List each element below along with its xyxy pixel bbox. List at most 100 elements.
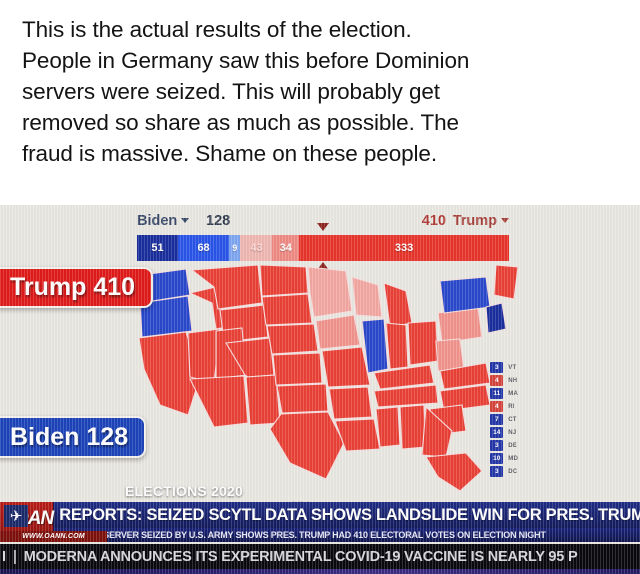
state-results-list: 3 VT 4 NH 11 MA 4 RI 7 CT 14 NJ 3 DE 10 MD 3 DC — [490, 362, 518, 477]
state-sd — [261, 293, 313, 326]
broadcast-screenshot: Biden 128 410 Trump 51 68 9 43 34 333 Trump 4… — [0, 205, 640, 574]
ticker-lead: I — [2, 548, 6, 565]
electoral-map — [0, 205, 640, 574]
state-electoral-votes: 7 — [490, 414, 504, 425]
electoral-bar-segment: 68 — [177, 235, 230, 261]
trump-dropdown[interactable]: Trump — [453, 213, 509, 229]
state-abbreviation: VT — [508, 364, 517, 371]
electoral-bar: 51 68 9 43 34 333 — [137, 235, 509, 261]
state-abbreviation: MD — [508, 455, 518, 462]
state-al — [399, 404, 427, 450]
state-oh — [407, 320, 439, 366]
state-abbreviation: DE — [508, 442, 518, 449]
electoral-bar-segment: 34 — [272, 235, 300, 261]
chevron-down-icon — [181, 218, 190, 223]
state-il — [361, 318, 389, 374]
oan-logo: ✈ OAN WWW.OANN.COM — [0, 502, 107, 542]
state-la — [334, 418, 381, 452]
state-result-row: 3 VT — [490, 362, 518, 373]
state-nd — [259, 265, 309, 297]
state-result-row: 11 MA — [490, 388, 518, 399]
caption-line-4: removed so share as much as possible. Th… — [22, 110, 459, 135]
state-ar — [328, 386, 373, 420]
biden-label: Biden — [137, 213, 178, 229]
ticker-bottom-strip — [0, 569, 640, 574]
threshold-marker-bottom-icon — [317, 262, 329, 270]
news-ticker: I | MODERNA ANNOUNCES ITS EXPERIMENTAL C… — [0, 544, 640, 569]
state-abbreviation: MA — [508, 390, 518, 397]
state-mt — [190, 265, 263, 310]
state-tx — [269, 411, 345, 480]
electoral-bar-segment: 9 — [229, 235, 241, 261]
state-result-row: 7 CT — [490, 414, 518, 425]
biden-dropdown[interactable]: Biden — [137, 213, 190, 229]
state-result-row: 14 NJ — [490, 427, 518, 438]
state-ms — [375, 406, 401, 448]
state-result-row: 10 MD — [490, 453, 518, 464]
state-electoral-votes: 14 — [490, 427, 504, 438]
state-mn — [307, 266, 353, 318]
state-abbreviation: RI — [508, 403, 515, 410]
caption-line-3: servers were seized. This will probably … — [22, 79, 440, 104]
state-result-row: 3 DE — [490, 440, 518, 451]
state-ia — [315, 314, 361, 350]
state-fl — [425, 452, 483, 492]
headline-main: REPORTS: SEIZED SCYTL DATA SHOWS LANDSLI… — [54, 502, 640, 528]
state-nv — [187, 328, 221, 384]
state-mi — [383, 282, 413, 328]
lower-third-banner: ✈ OAN WWW.OANN.COM REPORTS: SEIZED SCYTL… — [0, 502, 640, 542]
state-result-row: 3 DC — [490, 466, 518, 477]
state-electoral-votes: 3 — [490, 466, 504, 477]
caption-line-2: People in Germany saw this before Domini… — [22, 48, 470, 73]
ticker-text: MODERNA ANNOUNCES ITS EXPERIMENTAL COVID… — [23, 548, 578, 565]
state-wi — [351, 276, 383, 318]
state-electoral-votes: 4 — [490, 401, 504, 412]
state-abbreviation: DC — [508, 468, 518, 475]
caption-line-5: fraud is massive. Shame on these people. — [22, 141, 437, 166]
state-result-row: 4 RI — [490, 401, 518, 412]
state-result-row: 4 NH — [490, 375, 518, 386]
state-abbreviation: CT — [508, 416, 517, 423]
state-in — [385, 322, 409, 370]
state-abbreviation: NJ — [508, 429, 517, 436]
headline-sub: ALLEGED SERVER SEIZED BY U.S. ARMY SHOWS… — [54, 528, 640, 542]
state-ny — [439, 276, 491, 314]
state-or — [139, 295, 193, 338]
state-ca — [138, 331, 201, 416]
state-ks — [272, 352, 323, 386]
trump-total: 410 — [421, 213, 446, 229]
state-me — [493, 265, 519, 300]
state-ky — [373, 364, 435, 390]
elections-2020-label: ELECTIONS 2020 — [125, 483, 243, 499]
state-electoral-votes: 3 — [490, 440, 504, 451]
state-tn — [373, 384, 439, 408]
trump-label: Trump — [452, 213, 497, 229]
state-electoral-votes: 10 — [490, 453, 504, 464]
state-nc — [439, 384, 491, 412]
oan-url: WWW.OANN.COM — [0, 531, 107, 542]
threshold-marker-top-icon — [317, 223, 329, 231]
biden-total: 128 — [206, 213, 231, 229]
state-az — [189, 375, 249, 428]
state-nm — [245, 374, 281, 426]
state-abbreviation: NH — [508, 377, 518, 384]
us-map-svg — [138, 265, 519, 492]
biden-result-badge: Biden 128 — [0, 416, 147, 458]
electoral-bar-segment: 333 — [299, 235, 509, 261]
electoral-tally-header: Biden 128 410 Trump 51 68 9 43 34 333 — [0, 205, 640, 270]
state-electoral-votes: 11 — [490, 388, 504, 399]
state-wv — [435, 338, 465, 372]
chevron-down-icon — [501, 218, 509, 223]
state-ne — [266, 323, 319, 355]
electoral-bar-segment: 43 — [240, 235, 273, 261]
eagle-icon: ✈ — [4, 505, 28, 527]
state-ne-cluster — [485, 302, 507, 334]
trump-result-badge: Trump 410 — [0, 267, 154, 308]
ticker-separator: | — [12, 548, 17, 565]
state-va — [439, 362, 491, 390]
electoral-bar-segment: 51 — [137, 235, 178, 261]
state-mo — [321, 346, 371, 388]
tally-labels: Biden 128 410 Trump — [137, 213, 509, 233]
state-electoral-votes: 3 — [490, 362, 504, 373]
